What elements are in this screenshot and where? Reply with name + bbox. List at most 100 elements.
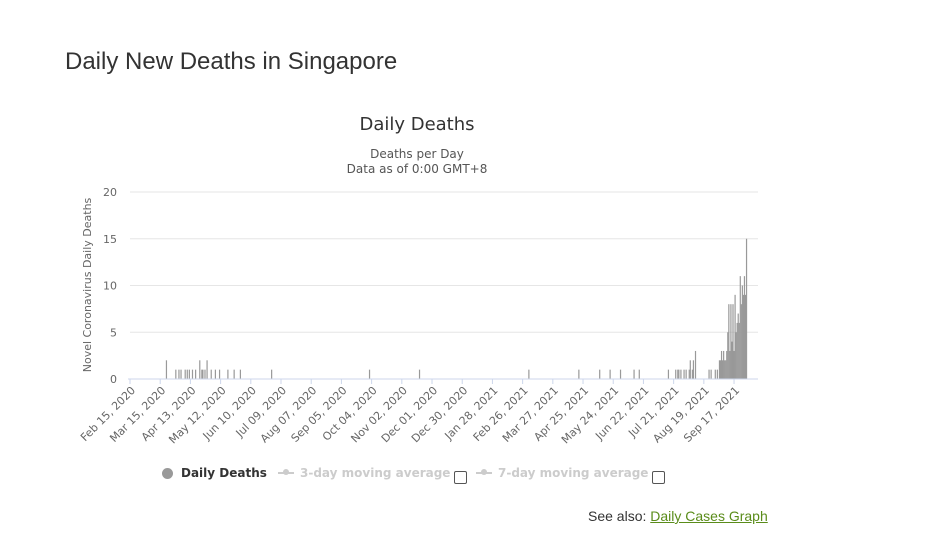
see-also: See also: Daily Cases Graph xyxy=(588,508,768,524)
y-axis-ticks: 0 5 10 15 20 xyxy=(103,186,117,386)
y-tick-label: 10 xyxy=(103,280,117,293)
legend-line-icon xyxy=(476,469,492,475)
bar xyxy=(692,360,695,379)
bar xyxy=(721,360,724,379)
bar xyxy=(175,369,177,379)
bar xyxy=(734,294,736,379)
bar xyxy=(633,369,635,379)
bar xyxy=(204,369,206,379)
bar xyxy=(685,369,687,379)
y-axis-label: Novel Coronavirus Daily Deaths xyxy=(81,197,94,372)
bar xyxy=(735,332,737,379)
checkbox-7day-average[interactable] xyxy=(652,471,665,484)
bar xyxy=(227,369,229,379)
gridlines xyxy=(130,191,758,333)
bar xyxy=(723,350,725,379)
legend-label-daily-deaths: Daily Deaths xyxy=(181,466,267,480)
bar xyxy=(188,369,190,379)
legend-label-7day-average: 7-day moving average xyxy=(498,466,649,480)
bar xyxy=(680,369,682,379)
bar xyxy=(271,369,273,379)
bar xyxy=(218,369,221,379)
see-also-prefix: See also: xyxy=(588,508,647,524)
y-tick-label: 15 xyxy=(103,233,117,246)
bar xyxy=(744,294,747,379)
bar xyxy=(727,332,729,379)
bar xyxy=(708,369,710,379)
bar xyxy=(191,369,194,379)
bar xyxy=(184,369,186,379)
legend-dot-icon xyxy=(162,467,173,479)
bar xyxy=(718,360,721,379)
bar xyxy=(741,285,743,379)
bar xyxy=(528,369,530,379)
bar xyxy=(694,350,697,379)
y-tick-label: 0 xyxy=(110,373,117,386)
bars xyxy=(165,238,748,379)
bar xyxy=(726,350,728,379)
bar xyxy=(691,369,693,379)
bar xyxy=(743,276,746,379)
bar xyxy=(678,369,680,379)
y-tick-label: 20 xyxy=(103,186,117,199)
bar xyxy=(728,304,730,379)
bar xyxy=(732,304,734,379)
chart-subtitle-line2: Data as of 0:00 GMT+8 xyxy=(347,162,488,176)
bar xyxy=(214,369,216,379)
page-title: Daily New Deaths in Singapore xyxy=(65,48,398,75)
bar xyxy=(199,360,201,379)
bar xyxy=(186,369,188,379)
bar xyxy=(688,369,690,379)
bar xyxy=(667,369,670,379)
bar xyxy=(716,369,718,379)
bar xyxy=(745,238,748,379)
bar xyxy=(180,369,182,379)
legend-item-daily-deaths[interactable]: Daily Deaths xyxy=(162,466,267,480)
bar xyxy=(638,369,640,379)
bar xyxy=(725,360,727,379)
bar xyxy=(675,369,677,379)
bar xyxy=(201,369,203,379)
bar xyxy=(578,369,580,379)
bar xyxy=(739,276,741,379)
bar xyxy=(729,350,731,379)
bar xyxy=(714,369,716,379)
chart-title: Daily Deaths xyxy=(359,114,474,135)
bar xyxy=(368,369,371,379)
bar xyxy=(599,369,601,379)
legend-item-3day-average[interactable]: 3-day moving average xyxy=(278,466,450,480)
bar xyxy=(233,369,235,379)
bar xyxy=(202,369,204,379)
chart-subtitle-line1: Deaths per Day xyxy=(370,147,464,161)
bar xyxy=(677,369,679,379)
bar xyxy=(619,369,622,379)
bar xyxy=(720,350,723,379)
bar xyxy=(733,350,735,379)
bar xyxy=(738,322,740,379)
bar xyxy=(418,369,421,379)
bar xyxy=(737,313,739,379)
legend-line-icon xyxy=(278,469,294,475)
bar xyxy=(683,369,685,379)
legend-label-3day-average: 3-day moving average xyxy=(300,466,451,480)
bar xyxy=(740,304,742,379)
daily-cases-graph-link[interactable]: Daily Cases Graph xyxy=(650,508,768,524)
bar xyxy=(206,360,208,379)
bar xyxy=(178,369,180,379)
bar xyxy=(742,294,745,379)
bar xyxy=(731,341,733,379)
legend-item-7day-average[interactable]: 7-day moving average xyxy=(476,466,648,480)
bar xyxy=(689,360,691,379)
checkbox-3day-average[interactable] xyxy=(454,471,467,484)
bar xyxy=(710,369,712,379)
bar xyxy=(195,369,197,379)
bar xyxy=(210,369,212,379)
y-tick-label: 5 xyxy=(110,326,117,339)
bar xyxy=(609,369,611,379)
bar xyxy=(730,304,732,379)
bar xyxy=(719,360,722,379)
bar xyxy=(239,369,241,379)
bar xyxy=(724,360,726,379)
